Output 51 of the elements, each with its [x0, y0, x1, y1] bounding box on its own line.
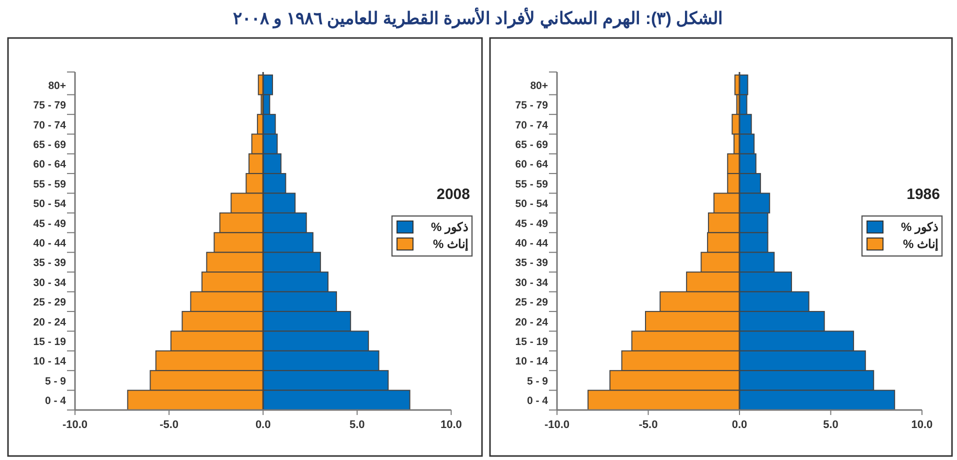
- y-tick-label: 65 - 69: [515, 138, 548, 151]
- y-tick-label: 50 - 54: [33, 198, 66, 210]
- text: الشكل (٣): الهرم السكاني لأفراد الأسرة القطرية للعامين ١٩٨٦ و ٢٠٠٨: [232, 7, 724, 29]
- x-tick-label: 10.0: [911, 419, 933, 431]
- y-tick-label: 50 - 54: [515, 198, 548, 210]
- y-tick-label: 55 - 59: [515, 178, 548, 190]
- x-tick-label: 0.0: [732, 419, 748, 431]
- y-tick-label: 40 - 44: [33, 238, 66, 250]
- x-tick-label: -10.0: [62, 419, 88, 431]
- y-tick-label: 10 - 14: [515, 356, 548, 368]
- legend-label: إناث %: [432, 237, 468, 252]
- y-tick-label: 80+: [530, 80, 548, 92]
- x-tick-label: 10.0: [440, 419, 462, 431]
- y-tick-label: 25 - 29: [515, 296, 548, 309]
- y-tick-label: 60 - 64: [515, 158, 548, 171]
- x-tick-label: -5.0: [638, 419, 658, 431]
- y-tick-label: 75 - 79: [33, 100, 66, 112]
- y-tick-label: 70 - 74: [515, 119, 548, 132]
- y-tick-label: 45 - 49: [33, 218, 66, 230]
- y-tick-label: 65 - 69: [33, 138, 66, 151]
- y-tick-label: 35 - 39: [33, 257, 66, 270]
- y-tick-label: 0 - 4: [526, 395, 548, 408]
- legend-label: ذكور %: [430, 220, 468, 235]
- y-tick-label: 10 - 14: [33, 356, 66, 368]
- y-tick-label: 5 - 9: [526, 375, 548, 388]
- y-tick-label: 0 - 4: [44, 395, 66, 408]
- legend-label: إناث %: [902, 237, 938, 252]
- x-tick-label: 5.0: [349, 419, 365, 431]
- y-tick-label: 15 - 19: [515, 336, 548, 348]
- x-tick-label: -5.0: [160, 419, 179, 431]
- y-tick-label: 35 - 39: [515, 257, 548, 270]
- y-tick-label: 70 - 74: [33, 119, 66, 132]
- y-tick-label: 45 - 49: [515, 218, 548, 230]
- y-tick-label: 75 - 79: [515, 100, 548, 112]
- y-tick-label: 80+: [48, 80, 66, 92]
- y-tick-label: 20 - 24: [515, 316, 548, 328]
- text: 1986: [906, 186, 940, 203]
- x-tick-label: -10.0: [544, 419, 570, 431]
- x-tick-label: 5.0: [823, 419, 838, 431]
- y-tick-label: 15 - 19: [33, 336, 66, 348]
- legend-label: ذكور %: [900, 220, 938, 235]
- y-tick-label: 55 - 59: [33, 178, 66, 190]
- x-tick-label: 0.0: [255, 419, 271, 431]
- y-tick-label: 20 - 24: [33, 316, 66, 328]
- y-tick-label: 30 - 34: [33, 276, 66, 289]
- y-tick-label: 30 - 34: [515, 276, 548, 289]
- y-tick-label: 5 - 9: [44, 375, 66, 388]
- y-tick-label: 40 - 44: [515, 238, 548, 250]
- text: 2008: [436, 186, 470, 203]
- y-tick-label: 60 - 64: [33, 158, 66, 171]
- y-tick-label: 25 - 29: [33, 296, 66, 309]
